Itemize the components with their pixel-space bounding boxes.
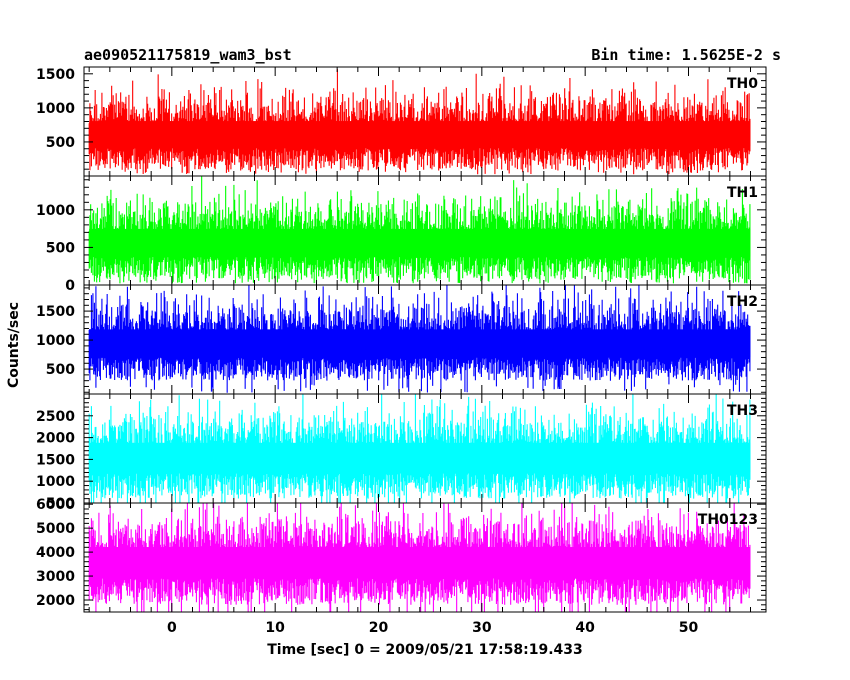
y-tick-label: 2500 [36,409,75,425]
y-tick-label: 500 [46,135,75,151]
panel-th1: 0 500 1000 TH1 [36,175,767,294]
y-tick-label: 0 [65,278,75,294]
x-tick-label: 10 [265,620,285,636]
y-tick-label: 3000 [36,569,75,585]
y-tick-label: 500 [46,240,75,256]
panel-label-th2: TH2 [727,294,758,310]
series-core-th0123 [89,547,751,576]
panel-label-th1: TH1 [727,185,758,201]
y-tick-label: 1000 [36,333,75,349]
panel-th0123: 2000 3000 4000 5000 6000 TH0123 [36,497,767,613]
y-tick-label: 1500 [36,304,75,320]
series-core-th3 [89,442,751,473]
y-tick-label: 1000 [36,203,75,219]
y-tick-label: 1500 [36,452,75,468]
y-tick-label: 2000 [36,431,75,447]
y-tick-label: 500 [46,362,75,378]
y-tick-label: 5000 [36,521,75,537]
y-tick-label: 1500 [36,67,75,83]
chart-subtitle: Bin time: 1.5625E-2 s [591,46,781,64]
panel-label-th0123: TH0123 [698,512,758,528]
series-th1 [88,176,751,284]
y-tick-label: 2000 [36,593,75,609]
y-tick-label: 1000 [36,101,75,117]
panel-label-th3: TH3 [727,403,758,419]
series-core-th2 [89,329,751,358]
panel-th0: 500 1000 1500 TH0 [36,66,767,177]
series-core-th1 [89,228,751,257]
x-tick-label: 30 [472,620,492,636]
x-tick-label: 40 [575,620,595,636]
panel-frame [83,502,767,613]
y-tick-label: 500 [46,496,75,512]
panel-label-th0: TH0 [727,76,758,92]
x-tick-label: 0 [167,620,177,636]
panel-th3: 500 1000 1500 2000 2500 TH3 [36,393,767,512]
panel-th2: 500 1000 1500 TH2 [36,284,767,395]
x-axis-label: Time [sec] 0 = 2009/05/21 17:58:19.433 [267,642,583,658]
panels: 50010001500TH005001000TH150010001500TH25… [36,66,767,636]
x-tick-label: 50 [679,620,699,636]
y-tick-label: 6000 [36,497,75,513]
y-axis-label: Counts/sec [6,302,22,388]
x-tick-label: 20 [369,620,389,636]
y-tick-label: 4000 [36,545,75,561]
y-tick-label: 1000 [36,474,75,490]
chart-title: ae090521175819_wam3_bst [84,46,292,64]
series-core-th0 [89,121,751,147]
